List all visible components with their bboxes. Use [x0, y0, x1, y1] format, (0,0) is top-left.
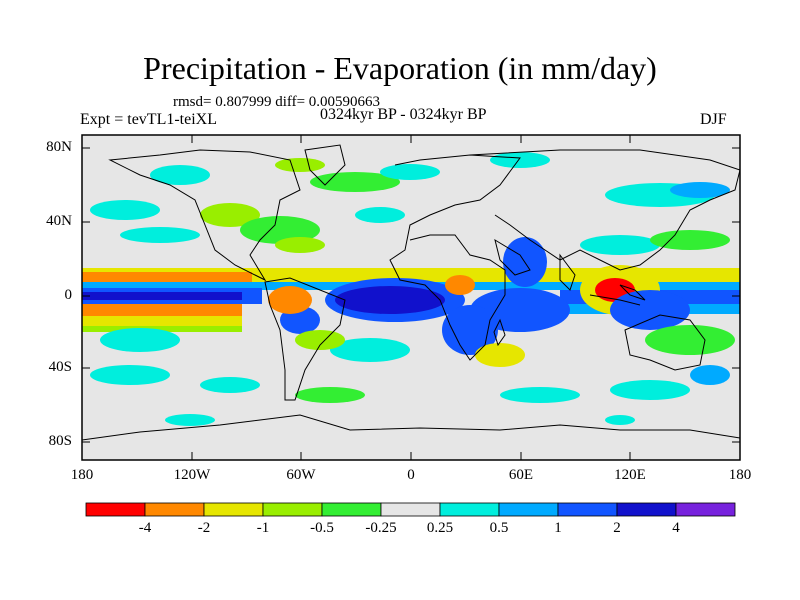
colorbar-label: 2 [613, 520, 621, 536]
colorbar-label: -0.5 [310, 520, 334, 536]
season-label: DJF [700, 111, 727, 128]
colorbar-swatch [557, 502, 618, 517]
colorbar-label: 4 [672, 520, 680, 536]
lon-label-60e: 60E [508, 467, 534, 483]
lat-label-0: 0 [64, 287, 73, 303]
southern-precip-patches [90, 365, 730, 426]
plot-title: Precipitation - Evaporation (in mm/day) [143, 50, 657, 86]
colorbar-swatch [439, 502, 500, 517]
colorbar-label: -2 [197, 520, 211, 536]
lat-ticks [82, 147, 740, 443]
colorbar-label: 1 [554, 520, 562, 536]
tropical-bands [82, 237, 740, 367]
colorbar-swatch [498, 502, 559, 517]
colorbar-swatch [203, 502, 264, 517]
colorbar-swatch [144, 502, 205, 517]
colorbar-label: 0.5 [489, 520, 509, 536]
lon-ticks [191, 135, 631, 460]
lon-label-60w: 60W [286, 467, 316, 483]
period-label: 0324kyr BP - 0324kyr BP [320, 106, 487, 123]
colorbar-label: -1 [256, 520, 270, 536]
colorbar-swatch [85, 502, 146, 517]
colorbar-swatch [321, 502, 382, 517]
lat-label-80s: 80S [48, 433, 72, 449]
colorbar-swatch [675, 502, 736, 517]
lon-label-180w: 180 [70, 467, 94, 483]
lat-label-40s: 40S [48, 359, 72, 375]
colorbar-swatch [616, 502, 677, 517]
colorbar-swatch [380, 502, 441, 517]
lon-label-120w: 120W [173, 467, 211, 483]
colorbar [85, 502, 736, 517]
pme-field [82, 152, 740, 426]
lon-label-0: 0 [407, 467, 415, 483]
rmsd-diff-stats: rmsd= 0.807999 diff= 0.00590663 [173, 94, 381, 110]
coastlines [82, 144, 740, 441]
colorbar-swatch [262, 502, 323, 517]
lon-label-180e: 180 [728, 467, 752, 483]
northern-precip-patches [90, 152, 730, 255]
colorbar-label: -0.25 [365, 520, 397, 536]
lat-label-80n: 80N [46, 139, 72, 155]
colorbar-label: -4 [138, 520, 152, 536]
experiment-label: Expt = tevTL1-teiXL [80, 111, 217, 128]
lon-label-120e: 120E [614, 467, 646, 483]
lat-label-40n: 40N [46, 213, 72, 229]
colorbar-label: 0.25 [426, 520, 454, 536]
